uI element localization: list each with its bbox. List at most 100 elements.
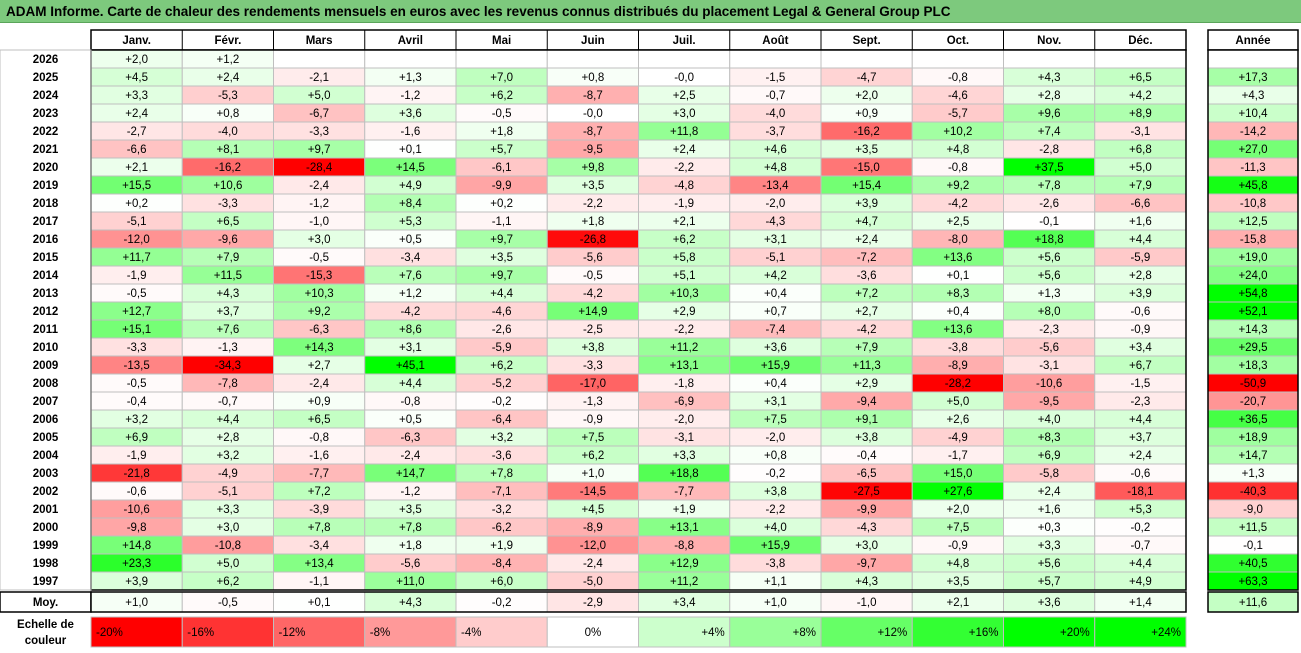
- month-header-label: Août: [762, 35, 788, 47]
- cell-value: +1,2: [399, 288, 422, 300]
- year-label: 2022: [33, 126, 59, 138]
- year-label: 2016: [33, 234, 59, 246]
- legend-swatch-label: +12%: [878, 627, 908, 639]
- cell-value: +15,9: [761, 360, 790, 372]
- cell-value: +6,5: [308, 414, 331, 426]
- cell-value: -9,5: [1039, 396, 1059, 408]
- year-label: 2023: [33, 108, 59, 120]
- cell-value: -3,1: [674, 432, 694, 444]
- cell-value: -1,3: [583, 396, 603, 408]
- cell-value: +5,0: [947, 396, 970, 408]
- year-label: 2010: [33, 342, 59, 354]
- cell-value: +15,9: [761, 540, 790, 552]
- month-header-label: Juil.: [673, 35, 696, 47]
- annual-value: +52,1: [1238, 306, 1267, 318]
- cell-value: -2,1: [309, 72, 329, 84]
- cell-value: +0,1: [947, 270, 970, 282]
- cell-value: +37,5: [1035, 162, 1064, 174]
- cell-value: +0,3: [1038, 522, 1061, 534]
- cell-value: -4,8: [674, 180, 694, 192]
- cell-value: -5,9: [1130, 252, 1150, 264]
- cell-value: +14,5: [396, 162, 425, 174]
- cell-value: -7,7: [309, 468, 329, 480]
- year-label: 1998: [33, 558, 59, 570]
- average-value: -0,2: [492, 597, 512, 609]
- cell-value: +2,6: [947, 414, 970, 426]
- cell-value: -1,9: [674, 198, 694, 210]
- year-label: 2017: [33, 216, 59, 228]
- cell-value: +2,9: [855, 378, 878, 390]
- cell-value: -1,2: [400, 486, 420, 498]
- cell-value: -34,3: [215, 360, 241, 372]
- cell-value: +0,2: [490, 198, 513, 210]
- cell-value: -2,3: [1130, 396, 1150, 408]
- cell-value: +3,3: [125, 90, 148, 102]
- legend-swatch: [273, 616, 366, 648]
- cell-value: -15,3: [306, 270, 332, 282]
- average-value: +0,1: [308, 597, 331, 609]
- average-value: +1,0: [764, 597, 787, 609]
- cell-value: +5,0: [308, 90, 331, 102]
- cell-value: -17,0: [580, 378, 606, 390]
- cell-value: +3,1: [764, 396, 787, 408]
- cell-value: +13,4: [305, 558, 335, 570]
- cell-value: +4,3: [1038, 72, 1061, 84]
- cell-value: +3,4: [1129, 342, 1152, 354]
- cell-value: -9,6: [218, 234, 238, 246]
- cell-value: +12,9: [670, 558, 699, 570]
- annual-value: -40,3: [1240, 486, 1266, 498]
- cell-value: +2,4: [1038, 486, 1061, 498]
- average-value: -1,0: [857, 597, 877, 609]
- cell-value: +2,5: [673, 90, 696, 102]
- cell-value: -6,3: [309, 324, 329, 336]
- cell-value: +11,3: [853, 360, 881, 372]
- cell-value: +0,2: [125, 198, 148, 210]
- cell-value: -5,0: [583, 576, 603, 588]
- annual-frame: [1207, 49, 1299, 591]
- cell-value: +3,3: [1038, 540, 1061, 552]
- cell-value: +7,2: [308, 486, 331, 498]
- month-header-label: Sept.: [853, 35, 881, 47]
- cell-value: -0,0: [674, 72, 694, 84]
- cell-value: +8,0: [1038, 306, 1061, 318]
- cell-value: -18,1: [1127, 486, 1153, 498]
- legend-swatch-label: -20%: [96, 627, 123, 639]
- cell-value: -5,7: [948, 108, 968, 120]
- cell-value: +11,7: [123, 252, 151, 264]
- cell-value: +3,8: [582, 342, 605, 354]
- cell-value: +6,0: [490, 576, 513, 588]
- cell-value: -1,6: [309, 450, 329, 462]
- cell-value: -1,7: [948, 450, 968, 462]
- cell-value: -3,6: [492, 450, 512, 462]
- cell-value: +7,8: [399, 522, 422, 534]
- cell-value: +3,0: [308, 234, 331, 246]
- cell-value: -0,6: [1130, 306, 1150, 318]
- cell-value: +9,7: [490, 234, 513, 246]
- cell-value: +3,2: [490, 432, 513, 444]
- year-label: 2013: [33, 288, 59, 300]
- cell-value: -4,2: [948, 198, 968, 210]
- cell-value: +4,9: [1129, 576, 1152, 588]
- cell-value: -12,0: [580, 540, 606, 552]
- cell-value: +3,3: [673, 450, 696, 462]
- legend-swatch-label: +8%: [793, 627, 816, 639]
- cell-value: +1,0: [582, 468, 605, 480]
- cell-value: -4,6: [492, 306, 512, 318]
- legend-swatch-label: -16%: [187, 627, 214, 639]
- cell-value: -1,1: [492, 216, 512, 228]
- cell-value: +4,4: [399, 378, 422, 390]
- cell-value: -2,0: [765, 198, 785, 210]
- cell-value: -4,0: [765, 108, 785, 120]
- cell-value: -4,2: [583, 288, 603, 300]
- cell-value: -7,4: [765, 324, 785, 336]
- year-label: 2003: [33, 468, 59, 480]
- cell-value: -16,2: [215, 162, 241, 174]
- cell-value: +8,4: [399, 198, 422, 210]
- cell-value: -1,9: [127, 270, 147, 282]
- cell-value: -4,2: [857, 324, 877, 336]
- year-label: 2019: [33, 180, 59, 192]
- heatmap-cell: [455, 49, 548, 69]
- month-header-label: Avril: [398, 35, 423, 47]
- cell-value: +3,2: [125, 414, 148, 426]
- cell-value: +4,4: [217, 414, 240, 426]
